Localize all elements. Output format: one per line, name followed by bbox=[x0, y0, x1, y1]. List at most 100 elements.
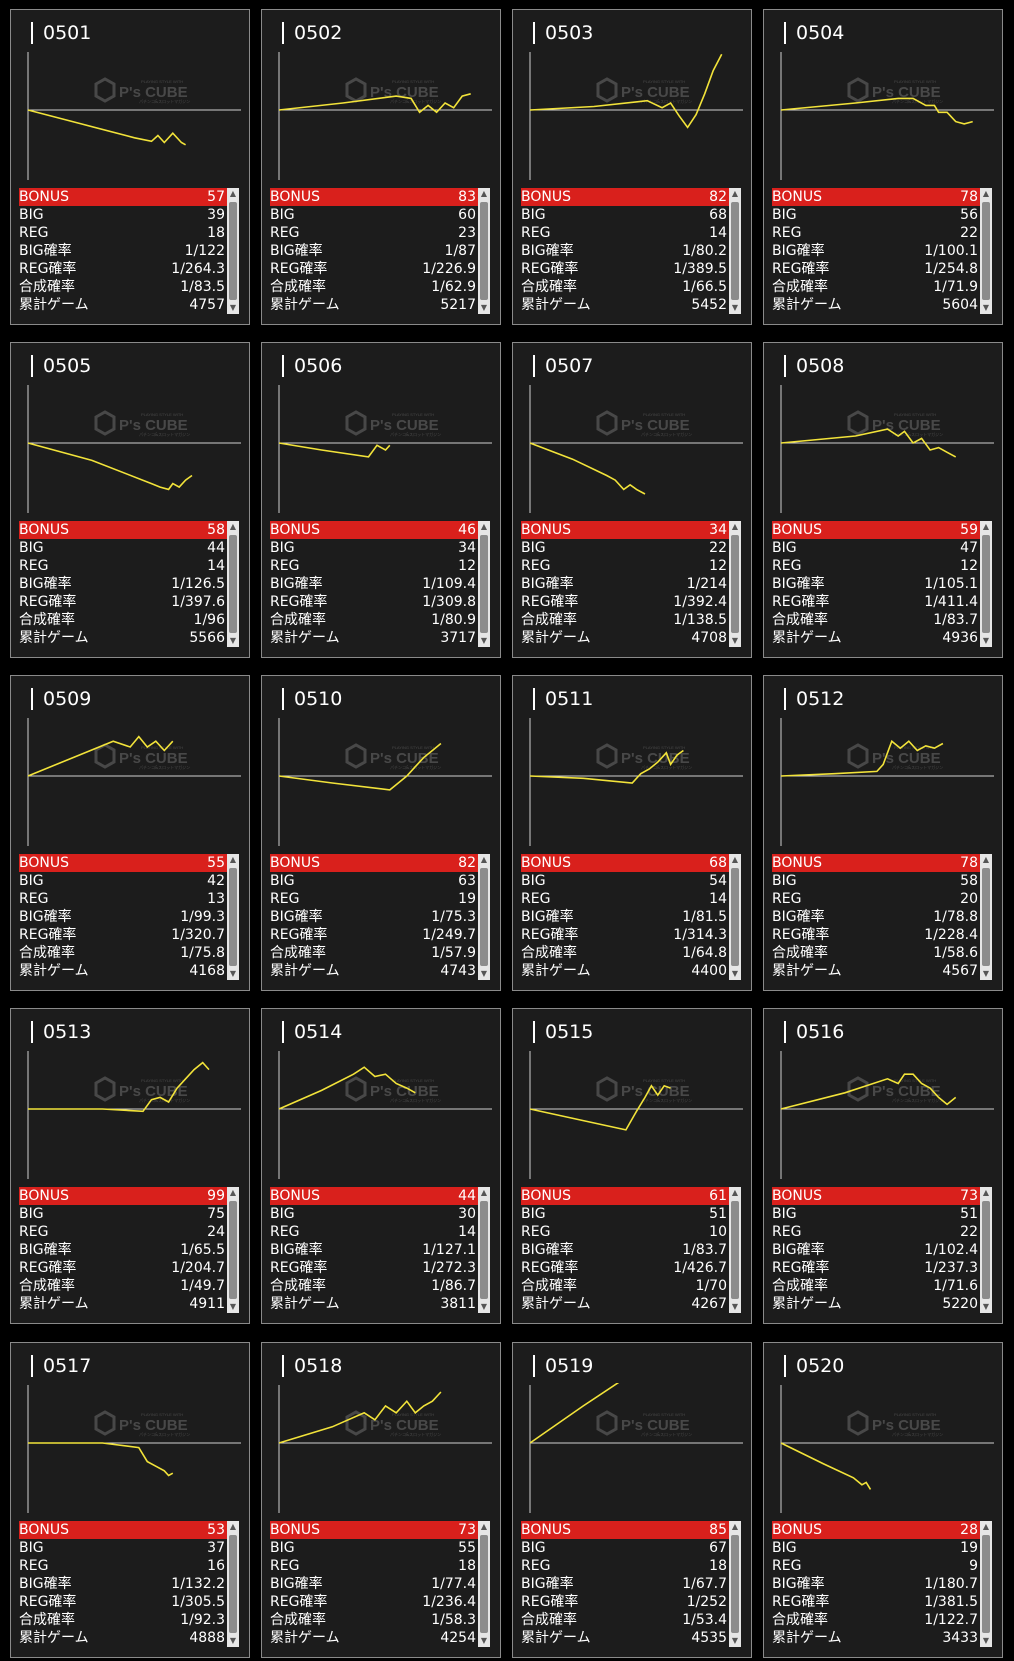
scroll-down-arrow-icon[interactable]: ▼ bbox=[731, 969, 739, 978]
machine-card[interactable]: 0508 P's CUBE PLAYING STYLE WITH パチンコ&スロットマ… bbox=[763, 342, 1003, 658]
scroll-thumb[interactable] bbox=[982, 202, 990, 300]
machine-card[interactable]: 0518 P's CUBE PLAYING STYLE WITH パチンコ&スロットマ… bbox=[261, 1342, 501, 1658]
scroll-thumb[interactable] bbox=[982, 1201, 990, 1299]
machine-card[interactable]: 0513 P's CUBE PLAYING STYLE WITH パチンコ&スロットマ… bbox=[10, 1008, 250, 1324]
scroll-down-arrow-icon[interactable]: ▼ bbox=[480, 969, 488, 978]
scroll-down-arrow-icon[interactable]: ▼ bbox=[480, 1302, 488, 1311]
scroll-thumb[interactable] bbox=[480, 868, 488, 966]
scroll-down-arrow-icon[interactable]: ▼ bbox=[731, 636, 739, 645]
machine-card[interactable]: 0512 P's CUBE PLAYING STYLE WITH パチンコ&スロットマ… bbox=[763, 675, 1003, 991]
machine-card[interactable]: 0520 P's CUBE PLAYING STYLE WITH パチンコ&スロットマ… bbox=[763, 1342, 1003, 1658]
scroll-up-arrow-icon[interactable]: ▲ bbox=[229, 1522, 237, 1531]
scroll-down-arrow-icon[interactable]: ▼ bbox=[229, 636, 237, 645]
machine-card[interactable]: 0505 P's CUBE PLAYING STYLE WITH パチンコ&スロットマ… bbox=[10, 342, 250, 658]
machine-card[interactable]: 0514 P's CUBE PLAYING STYLE WITH パチンコ&スロットマ… bbox=[261, 1008, 501, 1324]
scroll-up-arrow-icon[interactable]: ▲ bbox=[229, 855, 237, 864]
scroll-down-arrow-icon[interactable]: ▼ bbox=[731, 1636, 739, 1645]
stats-scrollbar[interactable]: ▲ ▼ bbox=[729, 1521, 741, 1647]
stats-scrollbar[interactable]: ▲ ▼ bbox=[980, 188, 992, 314]
machine-card[interactable]: 0511 P's CUBE PLAYING STYLE WITH パチンコ&スロットマ… bbox=[512, 675, 752, 991]
scroll-down-arrow-icon[interactable]: ▼ bbox=[731, 303, 739, 312]
machine-card[interactable]: 0509 P's CUBE PLAYING STYLE WITH パチンコ&スロットマ… bbox=[10, 675, 250, 991]
scroll-down-arrow-icon[interactable]: ▼ bbox=[982, 1302, 990, 1311]
scroll-thumb[interactable] bbox=[731, 868, 739, 966]
scroll-up-arrow-icon[interactable]: ▲ bbox=[480, 1188, 488, 1197]
machine-card[interactable]: 0507 P's CUBE PLAYING STYLE WITH パチンコ&スロットマ… bbox=[512, 342, 752, 658]
stats-scrollbar[interactable]: ▲ ▼ bbox=[478, 854, 490, 980]
scroll-up-arrow-icon[interactable]: ▲ bbox=[731, 1188, 739, 1197]
scroll-thumb[interactable] bbox=[480, 535, 488, 633]
scroll-thumb[interactable] bbox=[229, 1535, 237, 1633]
machine-card[interactable]: 0506 P's CUBE PLAYING STYLE WITH パチンコ&スロットマ… bbox=[261, 342, 501, 658]
scroll-up-arrow-icon[interactable]: ▲ bbox=[982, 855, 990, 864]
scroll-up-arrow-icon[interactable]: ▲ bbox=[229, 1188, 237, 1197]
scroll-thumb[interactable] bbox=[480, 1201, 488, 1299]
stats-scrollbar[interactable]: ▲ ▼ bbox=[478, 1187, 490, 1313]
stats-scrollbar[interactable]: ▲ ▼ bbox=[729, 521, 741, 647]
scroll-thumb[interactable] bbox=[229, 868, 237, 966]
stats-scrollbar[interactable]: ▲ ▼ bbox=[980, 854, 992, 980]
scroll-up-arrow-icon[interactable]: ▲ bbox=[229, 522, 237, 531]
machine-card[interactable]: 0504 P's CUBE PLAYING STYLE WITH パチンコ&スロットマ… bbox=[763, 9, 1003, 325]
scroll-thumb[interactable] bbox=[229, 1201, 237, 1299]
stats-scrollbar[interactable]: ▲ ▼ bbox=[729, 1187, 741, 1313]
machine-card[interactable]: 0502 P's CUBE PLAYING STYLE WITH パチンコ&スロットマ… bbox=[261, 9, 501, 325]
scroll-down-arrow-icon[interactable]: ▼ bbox=[982, 1636, 990, 1645]
stats-scrollbar[interactable]: ▲ ▼ bbox=[729, 188, 741, 314]
scroll-up-arrow-icon[interactable]: ▲ bbox=[982, 189, 990, 198]
machine-card[interactable]: 0517 P's CUBE PLAYING STYLE WITH パチンコ&スロットマ… bbox=[10, 1342, 250, 1658]
scroll-thumb[interactable] bbox=[480, 202, 488, 300]
scroll-down-arrow-icon[interactable]: ▼ bbox=[982, 303, 990, 312]
scroll-down-arrow-icon[interactable]: ▼ bbox=[982, 636, 990, 645]
scroll-thumb[interactable] bbox=[480, 1535, 488, 1633]
scroll-thumb[interactable] bbox=[731, 1535, 739, 1633]
scroll-down-arrow-icon[interactable]: ▼ bbox=[480, 636, 488, 645]
scroll-up-arrow-icon[interactable]: ▲ bbox=[480, 1522, 488, 1531]
stats-scrollbar[interactable]: ▲ ▼ bbox=[227, 521, 239, 647]
scroll-down-arrow-icon[interactable]: ▼ bbox=[731, 1302, 739, 1311]
scroll-thumb[interactable] bbox=[229, 202, 237, 300]
stats-scrollbar[interactable]: ▲ ▼ bbox=[227, 1187, 239, 1313]
scroll-up-arrow-icon[interactable]: ▲ bbox=[982, 1522, 990, 1531]
scroll-thumb[interactable] bbox=[982, 868, 990, 966]
scroll-down-arrow-icon[interactable]: ▼ bbox=[480, 303, 488, 312]
scroll-up-arrow-icon[interactable]: ▲ bbox=[480, 522, 488, 531]
stats-scrollbar[interactable]: ▲ ▼ bbox=[227, 188, 239, 314]
scroll-up-arrow-icon[interactable]: ▲ bbox=[731, 855, 739, 864]
stats-scrollbar[interactable]: ▲ ▼ bbox=[729, 854, 741, 980]
machine-card[interactable]: 0501 P's CUBE PLAYING STYLE WITH パチンコ&スロットマ… bbox=[10, 9, 250, 325]
scroll-up-arrow-icon[interactable]: ▲ bbox=[731, 189, 739, 198]
machine-card[interactable]: 0516 P's CUBE PLAYING STYLE WITH パチンコ&スロットマ… bbox=[763, 1008, 1003, 1324]
scroll-up-arrow-icon[interactable]: ▲ bbox=[480, 189, 488, 198]
scroll-thumb[interactable] bbox=[731, 1201, 739, 1299]
scroll-up-arrow-icon[interactable]: ▲ bbox=[229, 189, 237, 198]
scroll-down-arrow-icon[interactable]: ▼ bbox=[229, 1302, 237, 1311]
stats-scrollbar[interactable]: ▲ ▼ bbox=[227, 1521, 239, 1647]
scroll-down-arrow-icon[interactable]: ▼ bbox=[480, 1636, 488, 1645]
scroll-down-arrow-icon[interactable]: ▼ bbox=[229, 1636, 237, 1645]
scroll-up-arrow-icon[interactable]: ▲ bbox=[480, 855, 488, 864]
scroll-thumb[interactable] bbox=[731, 202, 739, 300]
scroll-thumb[interactable] bbox=[229, 535, 237, 633]
scroll-thumb[interactable] bbox=[982, 535, 990, 633]
stats-scrollbar[interactable]: ▲ ▼ bbox=[478, 1521, 490, 1647]
scroll-up-arrow-icon[interactable]: ▲ bbox=[731, 1522, 739, 1531]
scroll-up-arrow-icon[interactable]: ▲ bbox=[982, 522, 990, 531]
stats-scrollbar[interactable]: ▲ ▼ bbox=[478, 188, 490, 314]
scroll-down-arrow-icon[interactable]: ▼ bbox=[229, 969, 237, 978]
stats-scrollbar[interactable]: ▲ ▼ bbox=[980, 521, 992, 647]
stats-scrollbar[interactable]: ▲ ▼ bbox=[478, 521, 490, 647]
machine-card[interactable]: 0515 P's CUBE PLAYING STYLE WITH パチンコ&スロットマ… bbox=[512, 1008, 752, 1324]
scroll-down-arrow-icon[interactable]: ▼ bbox=[982, 969, 990, 978]
scroll-up-arrow-icon[interactable]: ▲ bbox=[982, 1188, 990, 1197]
stats-scrollbar[interactable]: ▲ ▼ bbox=[980, 1187, 992, 1313]
scroll-thumb[interactable] bbox=[731, 535, 739, 633]
scroll-down-arrow-icon[interactable]: ▼ bbox=[229, 303, 237, 312]
scroll-thumb[interactable] bbox=[982, 1535, 990, 1633]
machine-card[interactable]: 0510 P's CUBE PLAYING STYLE WITH パチンコ&スロットマ… bbox=[261, 675, 501, 991]
stats-scrollbar[interactable]: ▲ ▼ bbox=[227, 854, 239, 980]
machine-card[interactable]: 0519 P's CUBE PLAYING STYLE WITH パチンコ&スロットマ… bbox=[512, 1342, 752, 1658]
stats-scrollbar[interactable]: ▲ ▼ bbox=[980, 1521, 992, 1647]
scroll-up-arrow-icon[interactable]: ▲ bbox=[731, 522, 739, 531]
machine-card[interactable]: 0503 P's CUBE PLAYING STYLE WITH パチンコ&スロットマ… bbox=[512, 9, 752, 325]
